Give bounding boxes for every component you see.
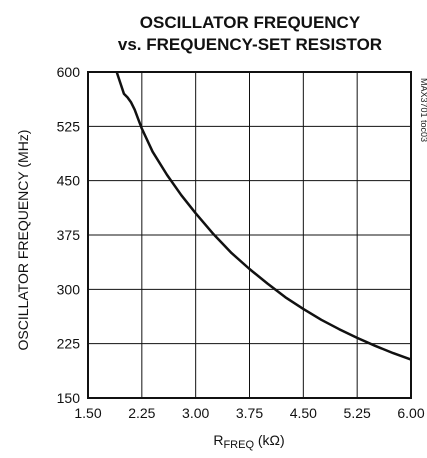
x-tick-label: 1.50 [74,405,101,421]
x-axis-label-main: R [213,432,223,448]
series-lines [115,71,412,361]
chart-title-line-2: vs. FREQUENCY-SET RESISTOR [118,35,382,54]
y-axis-label: OSCILLATOR FREQUENCY (MHz) [15,130,31,351]
plot-frame [87,71,412,399]
chart-title-line-1: OSCILLATOR FREQUENCY [140,13,361,32]
part-number-note: MAX3701 toc03 [419,78,427,142]
x-tick-label: 6.00 [397,405,424,421]
y-tick-label: 450 [57,173,81,189]
x-tick-label: 3.00 [182,405,209,421]
x-tick-label: 5.25 [344,405,371,421]
y-tick-label: 150 [57,390,81,406]
x-tick-labels: 1.50 2.25 3.00 3.75 4.50 5.25 6.00 [74,405,424,421]
y-tick-label: 375 [57,227,81,243]
x-axis-label-subscript: FREQ [223,439,254,451]
y-tick-label: 525 [57,118,81,134]
x-tick-label: 2.25 [128,405,155,421]
x-axis-label-unit: (kΩ) [254,432,285,448]
y-tick-label: 600 [57,64,81,80]
x-axis-label: RFREQ (kΩ) [213,432,284,451]
series-line [115,71,412,361]
y-tick-labels: 600 525 450 375 300 225 150 [57,64,81,406]
y-tick-label: 225 [57,336,81,352]
x-tick-label: 4.50 [290,405,317,421]
y-tick-label: 300 [57,281,81,297]
grid [88,72,411,398]
x-tick-label: 3.75 [236,405,263,421]
